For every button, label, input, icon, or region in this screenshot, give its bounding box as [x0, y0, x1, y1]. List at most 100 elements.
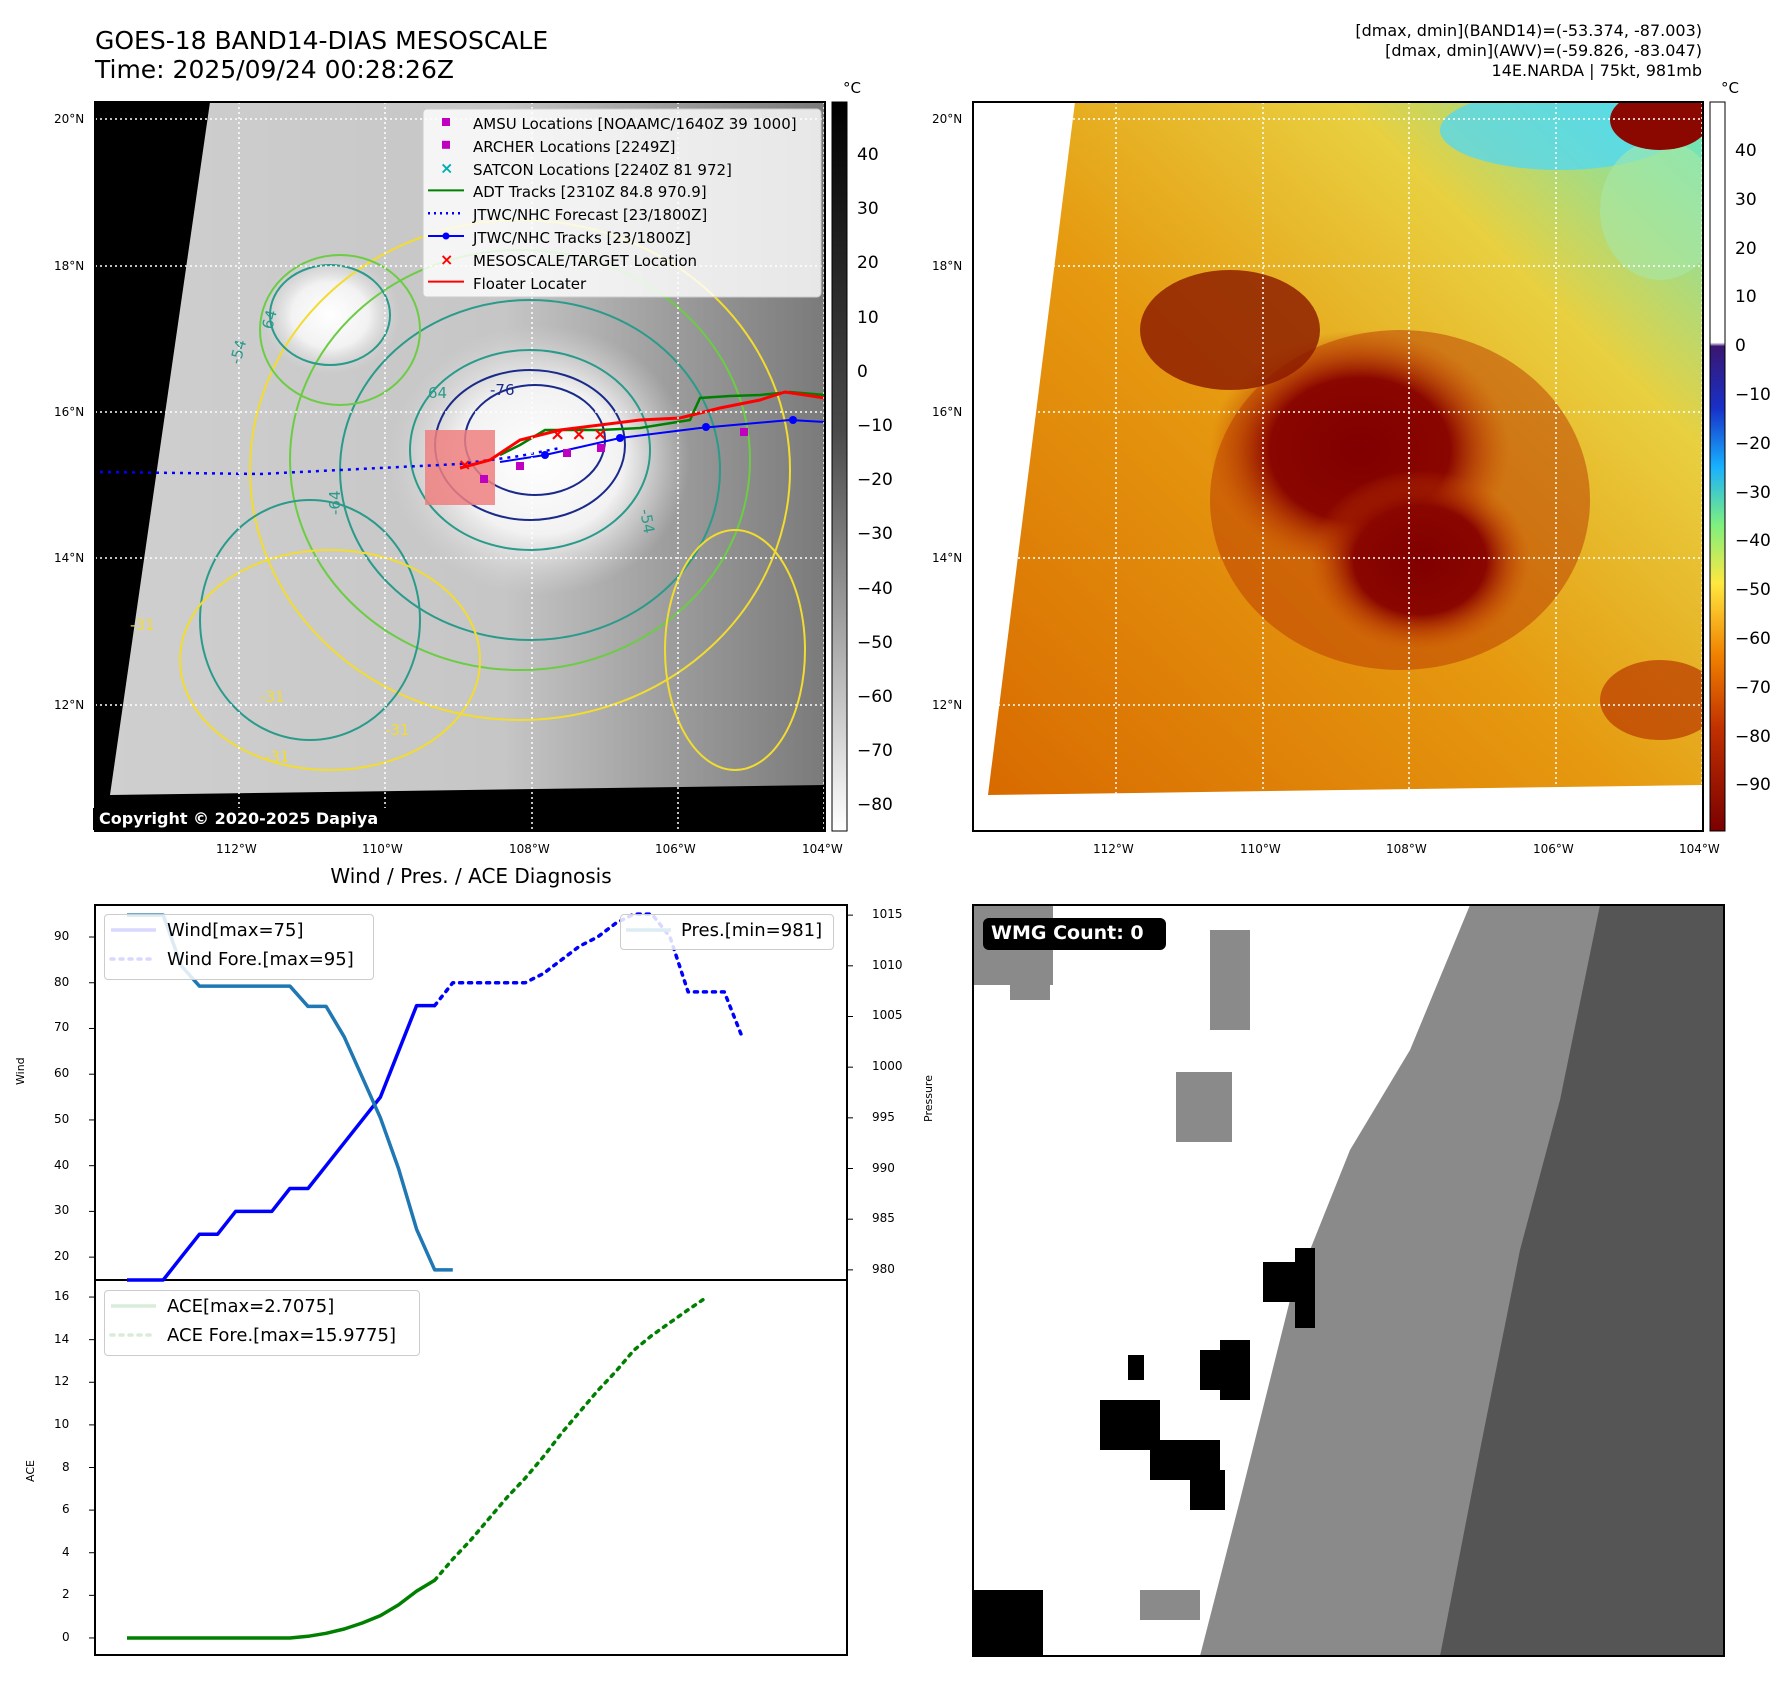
wv-lat-20: 20°N	[932, 112, 963, 126]
wv-colorbar-tick: −40	[1735, 531, 1771, 552]
ir-lat-12: 12°N	[54, 698, 85, 712]
pressure-axis-label: Pressure	[922, 1075, 935, 1122]
pressure-tick-label: 985	[872, 1211, 895, 1226]
ir-panel: × × × × 64 -54 -76 64 -64 -31 -31 -31 -3…	[93, 101, 848, 832]
ace-tick-label: 10	[54, 1416, 70, 1431]
dmax-dmin-awv: [dmax, dmin](AWV)=(-59.826, -83.047)	[1385, 41, 1702, 60]
legend-archer: ARCHER Locations [2249Z]	[473, 137, 676, 156]
wmg-panel	[972, 904, 1725, 1657]
contour-label: 64	[428, 384, 447, 402]
ir-colorbar	[831, 101, 848, 832]
wmg-dark-gray	[1440, 905, 1724, 1656]
wv-colorbar-tick: 0	[1735, 336, 1746, 357]
contour-ring	[199, 499, 421, 741]
ace-tick-label: 16	[54, 1289, 70, 1304]
figure-info-right: [dmax, dmin](BAND14)=(-53.374, -87.003) …	[1355, 21, 1702, 81]
ir-colorbar-tick: −70	[857, 741, 893, 762]
ace-tick-label: 14	[54, 1331, 70, 1346]
ir-colorbar-tick: 20	[857, 253, 879, 274]
legend-jtwc-forecast: JTWC/NHC Forecast [23/1800Z]	[473, 206, 708, 225]
diagnosis-title: Wind / Pres. / ACE Diagnosis	[330, 864, 612, 888]
wind-tick-label: 90	[54, 929, 70, 943]
wind-tick-label: 80	[54, 974, 70, 989]
legend-floater: Floater Locater	[473, 274, 587, 293]
contour-label: 64	[258, 308, 280, 331]
ir-convective-blob	[260, 255, 400, 375]
wmg-patch	[1176, 1072, 1232, 1142]
wv-colorbar-tick: 40	[1735, 141, 1757, 161]
ace-tick-label: 6	[62, 1502, 70, 1517]
wv-lon-112: 112°W	[1093, 842, 1134, 856]
figure-title-line2: Time: 2025/09/24 00:28:26Z	[95, 55, 454, 84]
legend-amsu: AMSU Locations [NOAAMC/1640Z 39 1000]	[473, 115, 797, 133]
wind-axis-label: Wind	[14, 1057, 27, 1085]
ace-tick-label: 8	[62, 1459, 70, 1474]
ir-colorbar-tick: −10	[857, 416, 893, 436]
ir-colorbar-tick: 40	[857, 145, 879, 165]
ir-colorbar-tick: −30	[857, 524, 893, 545]
copyright-bg	[93, 808, 403, 830]
ir-colorbar-tick: −20	[857, 470, 893, 491]
pressure-tick-label: 1005	[872, 1008, 903, 1023]
ir-colorbar-tick: −50	[857, 632, 893, 653]
wv-colorbar-tick: −50	[1735, 580, 1771, 601]
ir-lat-20: 20°N	[54, 112, 85, 126]
archer-marker	[480, 475, 488, 483]
ir-lon-112: 112°W	[216, 842, 257, 856]
contour-label: -31	[265, 748, 290, 766]
wv-lon-108: 108°W	[1386, 842, 1427, 856]
ace-tick-label: 12	[54, 1374, 70, 1389]
contour-ring	[259, 254, 421, 406]
wv-colorbar-tick: −30	[1735, 482, 1771, 503]
ir-colorbar-tick: 10	[857, 307, 879, 328]
legend-adt: ADT Tracks [2310Z 84.8 970.9]	[473, 183, 707, 202]
legend-marker	[442, 140, 450, 149]
ace-forecast-line	[432, 1295, 708, 1583]
figure-title: GOES-18 BAND14-DIAS MESOSCALE Time: 2025…	[95, 26, 548, 84]
storm-info: 14E.NARDA | 75kt, 981mb	[1491, 61, 1702, 80]
wv-colorbar-tick: −60	[1735, 629, 1771, 649]
ace-line	[127, 1578, 436, 1640]
contour-ring	[409, 349, 651, 551]
legend-marker: ×	[440, 159, 453, 178]
wv-colorbar-tick: 20	[1735, 238, 1757, 259]
legend-ace: ACE[max=2.7075]	[167, 1296, 335, 1317]
ir-colorbar-tick: 30	[857, 199, 879, 220]
contour-label: -54	[226, 338, 250, 366]
legend-wind-fore: Wind Fore.[max=95]	[167, 949, 354, 970]
wind-tick-label: 30	[54, 1203, 70, 1218]
wv-colorbar-tick: −90	[1735, 775, 1771, 796]
ace-tick-label: 0	[62, 1629, 70, 1644]
pressure-tick-label: 1010	[872, 957, 903, 972]
wv-blob	[1140, 270, 1320, 390]
target-marker: × × ×	[550, 424, 608, 445]
wind-tick-label: 60	[54, 1066, 70, 1081]
legend-pres: Pres.[min=981]	[681, 920, 823, 941]
ir-colorbar-tick: 0	[857, 361, 868, 382]
wv-colorbar-unit: °C	[1721, 79, 1739, 97]
ir-lon-106: 106°W	[655, 842, 696, 856]
wv-colorbar-tick: −80	[1735, 726, 1771, 747]
wmg-panel-frame	[972, 904, 1725, 1657]
legend-marker: ×	[440, 250, 453, 269]
ir-legend-labels: AMSU Locations [NOAAMC/1640Z 39 1000] AR…	[473, 113, 797, 295]
archer-marker	[516, 462, 524, 470]
ir-lon-108: 108°W	[509, 842, 550, 856]
copyright: Copyright © 2020-2025 Dapiya	[99, 809, 379, 828]
ace-axis-label: ACE	[24, 1460, 37, 1482]
ir-legend-marks: ××	[428, 118, 464, 283]
wv-moist-region	[1600, 140, 1703, 280]
jtwc-point	[541, 451, 549, 459]
legend-target: MESOSCALE/TARGET Location	[473, 251, 698, 270]
wv-lat-14: 14°N	[932, 551, 963, 565]
dmax-dmin-band14: [dmax, dmin](BAND14)=(-53.374, -87.003)	[1355, 21, 1702, 40]
wind-tick-label: 50	[54, 1111, 70, 1126]
contour-label: -31	[130, 616, 155, 634]
contour-label: -31	[385, 721, 410, 739]
ir-lon-110: 110°W	[362, 842, 403, 856]
wv-lon-104: 104°W	[1679, 842, 1720, 856]
ir-cdo	[390, 325, 690, 595]
ir-colorbar-tick: −40	[857, 578, 893, 599]
wv-lon-110: 110°W	[1240, 842, 1281, 856]
ir-lon-104: 104°W	[802, 842, 843, 856]
